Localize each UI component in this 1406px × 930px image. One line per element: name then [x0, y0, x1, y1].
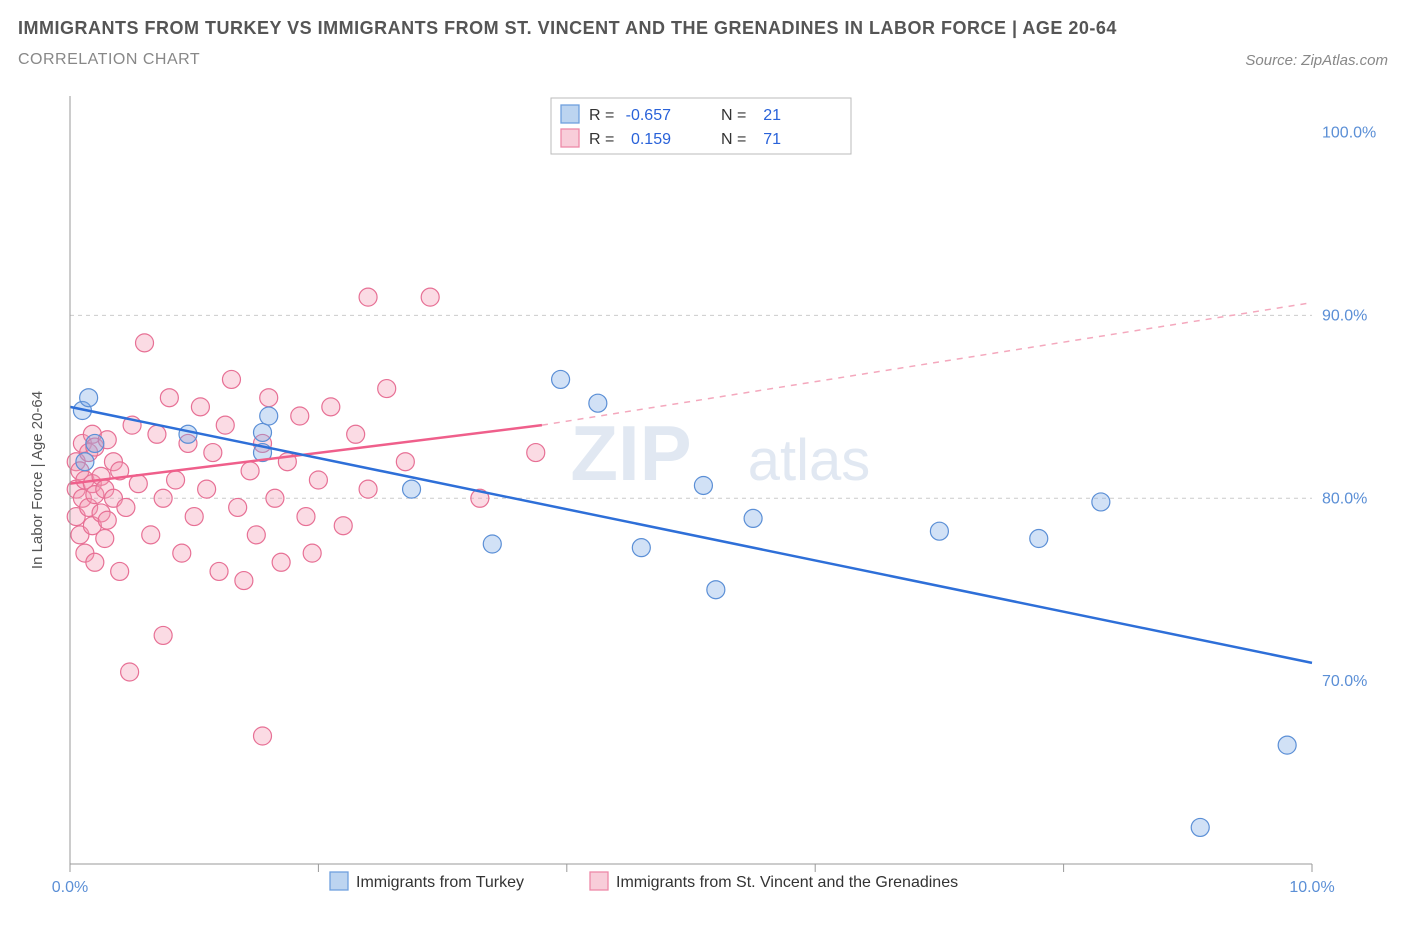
chart-container: ZIP atlas 0.0% 10.0% 70.0% 80.0% 90.0% 100.0% In…: [18, 92, 1388, 912]
scatter-point-turkey: [1092, 493, 1110, 511]
scatter-point-svg: [291, 407, 309, 425]
scatter-point-svg: [222, 370, 240, 388]
scatter-point-turkey: [1278, 736, 1296, 754]
scatter-point-svg: [396, 453, 414, 471]
scatter-point-turkey: [1030, 530, 1048, 548]
y-axis-label: In Labor Force | Age 20-64: [29, 391, 46, 569]
scatter-point-svg: [198, 480, 216, 498]
scatter-point-svg: [303, 544, 321, 562]
legend-swatch-svg: [561, 129, 579, 147]
scatter-point-turkey: [707, 581, 725, 599]
scatter-point-turkey: [403, 480, 421, 498]
bottom-swatch-svg: [590, 872, 608, 890]
scatter-point-svg: [272, 553, 290, 571]
scatter-point-svg: [111, 562, 129, 580]
scatter-point-svg: [309, 471, 327, 489]
regression-line-svg-dashed: [542, 303, 1312, 426]
scatter-point-svg: [378, 380, 396, 398]
scatter-point-svg: [136, 334, 154, 352]
scatter-point-svg: [359, 480, 377, 498]
legend-n-label: N =: [721, 107, 746, 124]
scatter-point-svg: [148, 425, 166, 443]
scatter-point-svg: [235, 572, 253, 590]
scatter-point-turkey: [552, 370, 570, 388]
chart-subtitle: CORRELATION CHART: [18, 51, 200, 69]
scatter-point-svg: [154, 626, 172, 644]
scatter-point-turkey: [260, 407, 278, 425]
scatter-point-svg: [254, 727, 272, 745]
subtitle-row: CORRELATION CHART Source: ZipAtlas.com: [0, 45, 1406, 79]
scatter-point-svg: [347, 425, 365, 443]
scatter-point-turkey: [1191, 818, 1209, 836]
scatter-point-svg: [173, 544, 191, 562]
title-bar: IMMIGRANTS FROM TURKEY VS IMMIGRANTS FRO…: [0, 0, 1406, 45]
scatter-point-svg: [297, 508, 315, 526]
source-prefix: Source:: [1245, 52, 1297, 69]
scatter-point-svg: [266, 489, 284, 507]
scatter-point-turkey: [179, 425, 197, 443]
x-tick-label: 0.0%: [52, 879, 88, 896]
scatter-point-svg: [129, 475, 147, 493]
scatter-point-svg: [191, 398, 209, 416]
scatter-point-svg: [86, 553, 104, 571]
scatter-point-svg: [421, 288, 439, 306]
source-label: Source: ZipAtlas.com: [1245, 52, 1388, 69]
scatter-point-svg: [247, 526, 265, 544]
scatter-point-turkey: [254, 423, 272, 441]
legend-n-svg: 71: [763, 131, 781, 148]
bottom-swatch-turkey: [330, 872, 348, 890]
scatter-point-svg: [322, 398, 340, 416]
legend-r-turkey: -0.657: [626, 107, 671, 124]
scatter-point-svg: [154, 489, 172, 507]
legend-swatch-turkey: [561, 105, 579, 123]
legend-n-turkey: 21: [763, 107, 781, 124]
chart-title: IMMIGRANTS FROM TURKEY VS IMMIGRANTS FRO…: [18, 18, 1388, 39]
legend-r-svg: 0.159: [631, 131, 671, 148]
scatter-point-turkey: [589, 394, 607, 412]
scatter-point-turkey: [86, 434, 104, 452]
scatter-point-svg: [210, 562, 228, 580]
x-tick-label: 10.0%: [1289, 879, 1334, 896]
scatter-point-svg: [334, 517, 352, 535]
scatter-point-svg: [359, 288, 377, 306]
scatter-point-svg: [216, 416, 234, 434]
scatter-point-svg: [98, 511, 116, 529]
scatter-point-svg: [229, 498, 247, 516]
scatter-point-turkey: [744, 509, 762, 527]
scatter-point-turkey: [80, 389, 98, 407]
watermark-atlas: atlas: [748, 428, 871, 493]
bottom-legend-turkey: Immigrants from Turkey: [356, 874, 524, 891]
scatter-point-svg: [260, 389, 278, 407]
scatter-point-svg: [167, 471, 185, 489]
scatter-point-svg: [527, 444, 545, 462]
scatter-point-turkey: [76, 453, 94, 471]
scatter-point-svg: [185, 508, 203, 526]
y-tick-label: 100.0%: [1322, 125, 1376, 142]
scatter-point-svg: [142, 526, 160, 544]
scatter-point-svg: [160, 389, 178, 407]
scatter-point-turkey: [694, 476, 712, 494]
scatter-point-turkey: [930, 522, 948, 540]
scatter-point-svg: [117, 498, 135, 516]
legend-r-label: R =: [589, 107, 614, 124]
scatter-point-svg: [96, 530, 114, 548]
scatter-point-svg: [241, 462, 259, 480]
legend-r-label: R =: [589, 131, 614, 148]
scatter-point-svg: [121, 663, 139, 681]
scatter-point-svg: [204, 444, 222, 462]
scatter-point-turkey: [632, 539, 650, 557]
y-tick-label: 70.0%: [1322, 673, 1367, 690]
legend-n-label: N =: [721, 131, 746, 148]
watermark-zip: ZIP: [570, 409, 691, 497]
source-value: ZipAtlas.com: [1301, 52, 1388, 69]
scatter-point-turkey: [483, 535, 501, 553]
y-tick-label: 90.0%: [1322, 307, 1367, 324]
y-tick-label: 80.0%: [1322, 490, 1367, 507]
bottom-legend-svg: Immigrants from St. Vincent and the Gren…: [616, 874, 958, 891]
correlation-chart: ZIP atlas 0.0% 10.0% 70.0% 80.0% 90.0% 100.0% In…: [18, 92, 1388, 912]
